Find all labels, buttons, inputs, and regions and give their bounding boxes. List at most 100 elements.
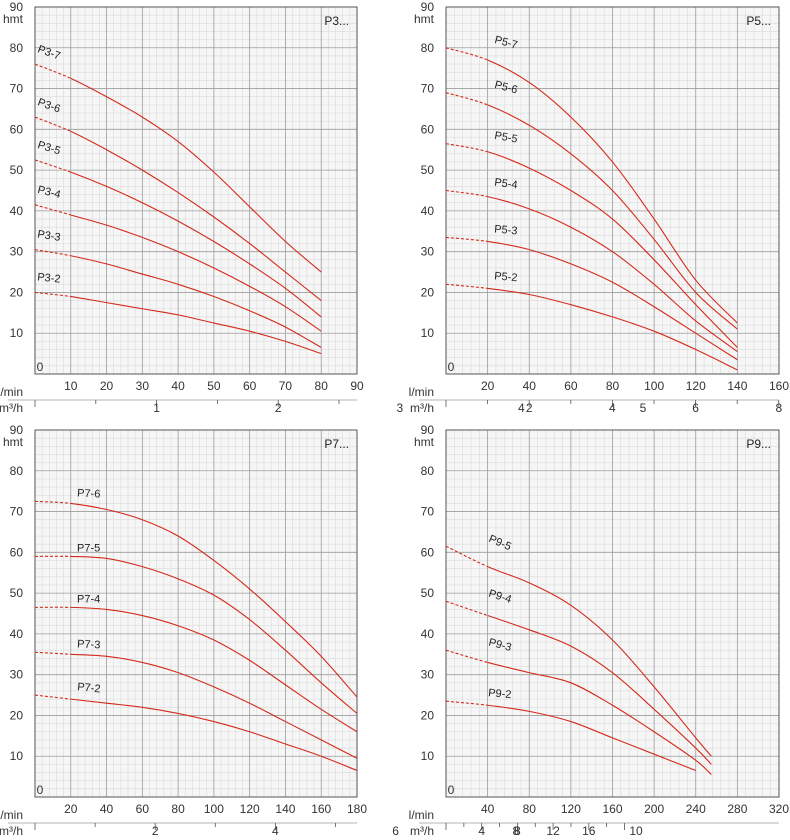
curves xyxy=(35,500,357,772)
y-tick-label: 20 xyxy=(10,708,24,722)
x-tick-label: 70 xyxy=(279,379,293,393)
y-tick-label: 40 xyxy=(421,204,435,218)
y-origin-label: 0 xyxy=(448,783,455,797)
secondary-tick-label: 4 xyxy=(478,824,485,838)
y-tick-label: 90 xyxy=(10,0,24,14)
y-tick-label: 40 xyxy=(10,204,24,218)
x-tick-label: 20 xyxy=(481,379,495,393)
x-tick-label: 90 xyxy=(350,379,364,393)
curve-P5-7 xyxy=(487,59,738,324)
y-tick-label: 20 xyxy=(10,285,24,299)
curve-P9-3 xyxy=(487,661,712,775)
x-tick-label: 30 xyxy=(136,379,150,393)
secondary-tick-label: 4 xyxy=(518,401,525,415)
secondary-tick-label: 6 xyxy=(692,401,699,415)
x-tick-label: 10 xyxy=(64,379,78,393)
x-tick-label: 40 xyxy=(481,802,495,816)
x-tick-label: 120 xyxy=(561,802,581,816)
series-label: P5-6 xyxy=(493,79,519,97)
curve-P9-5 xyxy=(487,566,712,757)
secondary-tick-label: 2 xyxy=(152,824,159,838)
y-tick-label: 30 xyxy=(10,245,24,259)
x-tick-label: 160 xyxy=(602,802,622,816)
curve-P7-2 xyxy=(70,698,357,772)
series-label: P5-7 xyxy=(493,34,519,52)
chart-title: P9... xyxy=(746,437,771,451)
x-tick-label: 20 xyxy=(64,802,78,816)
y-axis-label: hmt xyxy=(3,12,24,26)
chart-title: P7... xyxy=(324,437,349,451)
curve-P5-5 xyxy=(487,151,738,348)
curve-P5-7-dashed xyxy=(446,47,488,61)
curve-P7-3 xyxy=(70,653,357,759)
curve-P7-6-dashed xyxy=(35,500,71,504)
series-label: P3-2 xyxy=(37,271,61,285)
y-origin-label: 0 xyxy=(448,360,455,374)
curve-P7-5 xyxy=(70,555,357,714)
secondary-tick-label: 6 xyxy=(392,824,399,838)
series-label: P9-2 xyxy=(488,687,512,701)
curve-P3-7 xyxy=(70,77,322,273)
curves xyxy=(35,63,322,355)
plot-area xyxy=(35,7,357,374)
y-tick-label: 60 xyxy=(421,545,435,559)
x-axis-label: l/min xyxy=(0,385,23,399)
x-tick-label: 80 xyxy=(171,802,185,816)
secondary-tick-label: 12 xyxy=(546,824,560,838)
x-tick-label: 40 xyxy=(523,379,537,393)
curve-P3-2-dashed xyxy=(35,291,71,298)
x-tick-label: 120 xyxy=(686,379,706,393)
secondary-tick-label: 4 xyxy=(609,401,616,415)
y-tick-label: 50 xyxy=(10,586,24,600)
curve-P5-2 xyxy=(487,287,738,371)
x-axis-label: l/min xyxy=(409,808,434,822)
series-label: P9-3 xyxy=(487,636,513,654)
x-tick-label: 160 xyxy=(769,379,789,393)
y-tick-label: 90 xyxy=(421,0,435,14)
y-tick-label: 40 xyxy=(10,627,24,641)
y-tick-label: 80 xyxy=(421,41,435,55)
series-label: P3-4 xyxy=(36,184,61,201)
x-tick-label: 200 xyxy=(644,802,664,816)
curve-P3-2 xyxy=(70,295,322,355)
series-label: P3-3 xyxy=(37,229,62,244)
y-tick-label: 10 xyxy=(10,749,24,763)
x-tick-label: 100 xyxy=(204,802,224,816)
curve-P3-6 xyxy=(70,130,322,302)
x-tick-label: 320 xyxy=(769,802,789,816)
secondary-tick-label: 8 xyxy=(514,824,521,838)
x-tick-label: 60 xyxy=(243,379,257,393)
curve-P3-6-dashed xyxy=(35,116,72,132)
curve-P5-4-dashed xyxy=(446,189,488,198)
y-tick-label: 80 xyxy=(10,41,24,55)
curve-P3-5-dashed xyxy=(35,159,71,173)
secondary-tick-label: 2 xyxy=(275,401,282,415)
y-tick-label: 60 xyxy=(421,122,435,136)
y-tick-label: 40 xyxy=(421,627,435,641)
y-tick-label: 20 xyxy=(421,285,435,299)
curve-P5-3-dashed xyxy=(446,236,488,243)
x-tick-label: 20 xyxy=(100,379,114,393)
curve-P3-4 xyxy=(70,214,322,332)
curve-P5-4 xyxy=(487,196,738,353)
secondary-tick-label: 8 xyxy=(512,824,519,838)
y-tick-label: 10 xyxy=(421,326,435,340)
curves xyxy=(446,47,738,371)
series-label: P7-5 xyxy=(77,542,100,554)
secondary-tick-label: 4 xyxy=(272,824,279,838)
secondary-tick-label: 2 xyxy=(526,401,533,415)
series-label: P7-3 xyxy=(77,638,101,651)
curve-P9-3-dashed xyxy=(446,649,488,663)
curve-P7-3-dashed xyxy=(35,651,71,655)
series-label: P5-2 xyxy=(494,270,518,284)
curve-P3-7-dashed xyxy=(35,63,72,79)
y-tick-label: 50 xyxy=(421,163,435,177)
curve-P9-2-dashed xyxy=(446,700,488,706)
curve-P5-6-dashed xyxy=(446,92,488,106)
y-axis-label: hmt xyxy=(414,435,435,449)
x-tick-label: 160 xyxy=(311,802,331,816)
